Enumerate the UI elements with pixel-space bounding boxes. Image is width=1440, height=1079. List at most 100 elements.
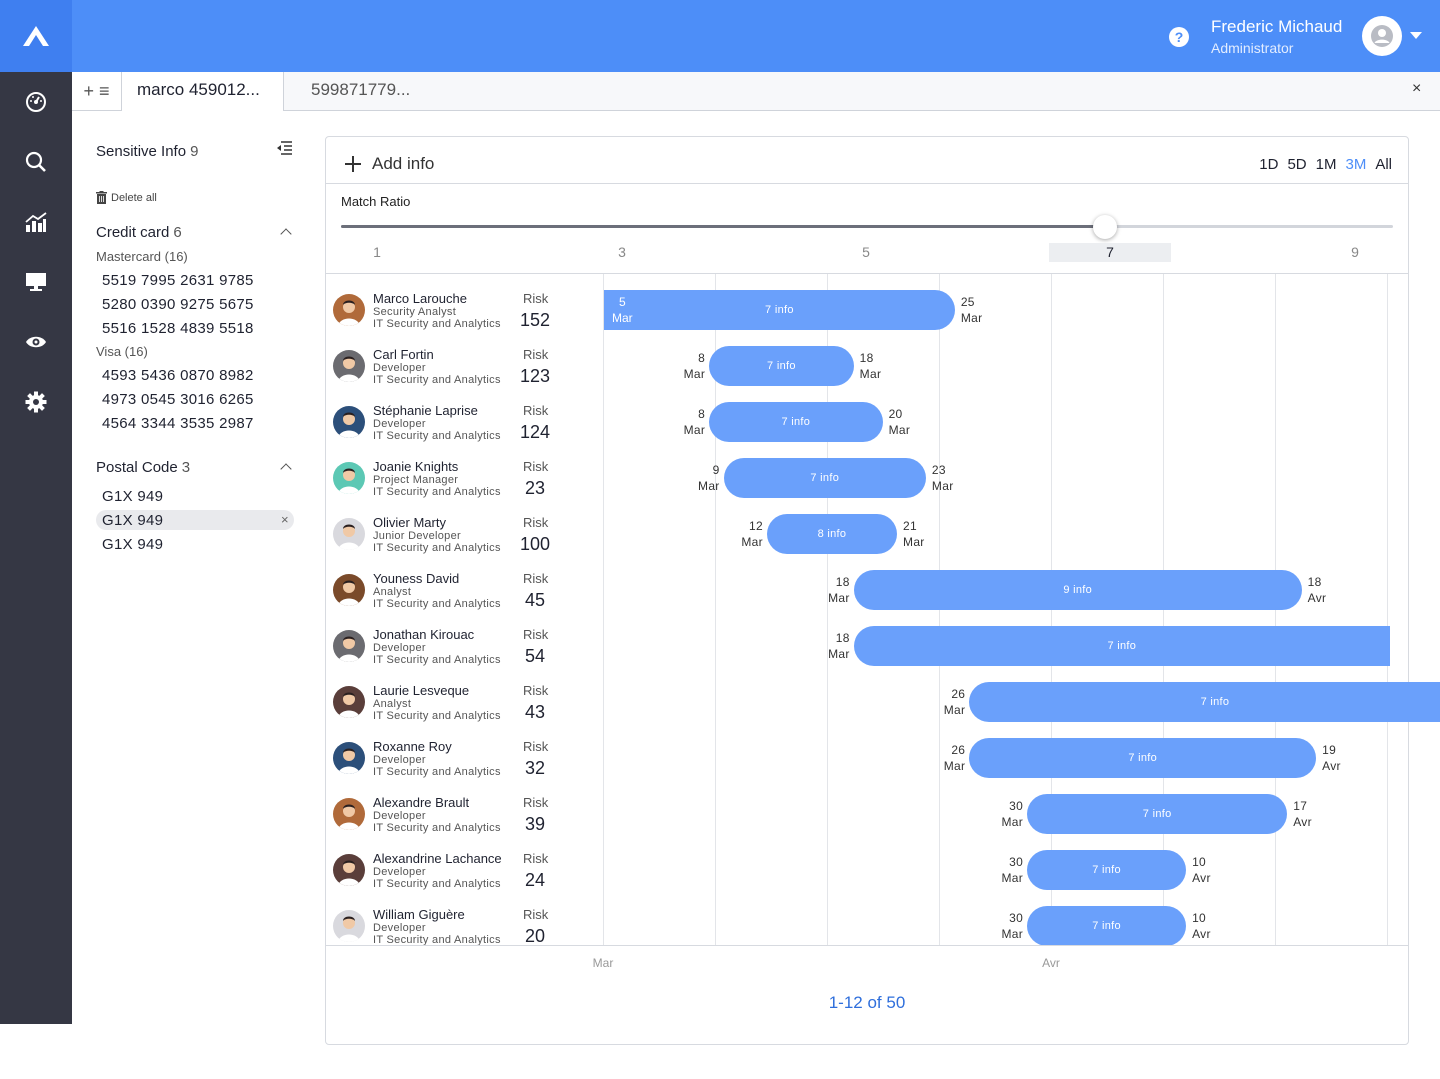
postal-code-item-selected[interactable]	[96, 510, 294, 530]
timeline-bar[interactable]: 7 info	[1027, 794, 1288, 834]
person-name[interactable]: Jonathan Kirouac	[373, 627, 475, 642]
person-role: Developer	[373, 642, 426, 654]
match-ratio-slider[interactable]	[341, 225, 1393, 228]
table-row[interactable]: Alexandre Brault Developer IT Security and…	[326, 786, 606, 842]
delete-all-button[interactable]: Delete all	[96, 191, 157, 204]
monitor-icon[interactable]	[24, 270, 48, 294]
slider-tick[interactable]: 5	[862, 244, 870, 260]
tab-599871779[interactable]: 599871779...	[311, 80, 411, 99]
range-1m[interactable]: 1M	[1315, 156, 1337, 173]
remove-icon[interactable]: ×	[281, 512, 289, 527]
person-name[interactable]: Roxanne Roy	[373, 739, 452, 754]
table-row[interactable]: William Giguère Developer IT Security and …	[326, 898, 606, 954]
person-name[interactable]: Youness David	[373, 571, 460, 586]
table-row[interactable]: Joanie Knights Project Manager IT Security…	[326, 450, 606, 506]
dashboard-icon[interactable]	[24, 90, 48, 114]
user-menu-chevron-down-icon[interactable]	[1410, 32, 1422, 39]
person-name[interactable]: Stéphanie Laprise	[373, 403, 478, 418]
timeline-bar[interactable]: 7 info	[969, 738, 1317, 778]
eye-icon[interactable]	[24, 330, 48, 354]
timeline-bar[interactable]: 7 info	[604, 290, 955, 330]
range-3m[interactable]: 3M	[1345, 156, 1367, 173]
postal-code-item[interactable]: G1X 949	[102, 488, 164, 505]
postal-code-item[interactable]: G1X 949	[102, 536, 164, 553]
person-name[interactable]: Olivier Marty	[373, 515, 446, 530]
add-info-button[interactable]: Add info	[344, 154, 434, 174]
person-department: IT Security and Analytics	[373, 318, 501, 330]
risk-value: 124	[519, 422, 551, 442]
close-icon[interactable]: ×	[1412, 80, 1422, 97]
table-row[interactable]: Alexandrine Lachance Developer IT Security…	[326, 842, 606, 898]
slider-handle[interactable]	[1093, 215, 1117, 239]
table-row[interactable]: Roxanne Roy Developer IT Security and Anal…	[326, 730, 606, 786]
chevron-up-icon[interactable]	[280, 228, 292, 240]
timeline-bar[interactable]: 7 info	[853, 626, 1390, 666]
gear-icon[interactable]	[24, 390, 48, 414]
collapse-panel-icon[interactable]	[276, 141, 292, 160]
range-5d[interactable]: 5D	[1287, 156, 1307, 173]
mastercard-item[interactable]: 5519 7995 2631 9785	[102, 272, 254, 289]
person-role: Project Manager	[373, 474, 459, 486]
avatar	[333, 742, 365, 774]
table-row[interactable]: Marco Larouche Security Analyst IT Securit…	[326, 282, 606, 338]
range-all[interactable]: All	[1375, 156, 1392, 173]
person-name[interactable]: Laurie Lesveque	[373, 683, 470, 698]
table-row[interactable]: Carl Fortin Developer IT Security and Anal…	[326, 338, 606, 394]
search-icon[interactable]	[24, 150, 48, 174]
range-1d[interactable]: 1D	[1259, 156, 1279, 173]
slider-tick[interactable]: 9	[1351, 244, 1359, 260]
end-month: Avr	[1322, 759, 1341, 773]
pagination[interactable]: 1-12 of 50	[828, 993, 906, 1012]
timeline-bar[interactable]: 7 info	[969, 682, 1440, 722]
chevron-up-icon[interactable]	[280, 463, 292, 475]
timeline-bar[interactable]: 7 info	[709, 402, 883, 442]
person-department: IT Security and Analytics	[373, 654, 501, 666]
timeline-bar[interactable]: 7 info	[723, 458, 926, 498]
slider-tick[interactable]: 3	[618, 244, 626, 260]
app-logo[interactable]	[0, 0, 72, 72]
help-icon[interactable]: ?	[1169, 27, 1189, 47]
end-day: 17	[1293, 799, 1308, 813]
table-row[interactable]: Olivier Marty Junior Developer IT Security…	[326, 506, 606, 562]
table-row[interactable]: Jonathan Kirouac Developer IT Security and…	[326, 618, 606, 674]
tab-marco[interactable]: marco 459012...	[122, 72, 284, 111]
risk-label: Risk	[523, 907, 549, 922]
sidebar	[0, 72, 72, 1024]
person-name[interactable]: Alexandre Brault	[373, 795, 470, 810]
slider-tick[interactable]: 7	[1106, 244, 1114, 260]
person-name[interactable]: Alexandrine Lachance	[373, 851, 502, 866]
end-day: 25	[960, 295, 975, 309]
table-row[interactable]: Laurie Lesveque Analyst IT Security and An…	[326, 674, 606, 730]
table-row[interactable]: Youness David Analyst IT Security and Anal…	[326, 562, 606, 618]
risk-value: 152	[519, 310, 551, 330]
avatar	[333, 686, 365, 718]
visa-item[interactable]: 4593 5436 0870 8982	[102, 367, 254, 384]
slider-fill	[341, 225, 1105, 228]
timeline-bar[interactable]: 7 info	[709, 346, 854, 386]
visa-item[interactable]: 4564 3344 3535 2987	[102, 415, 254, 432]
timeline-bar[interactable]: 9 info	[853, 570, 1302, 610]
person-name[interactable]: Joanie Knights	[373, 459, 459, 474]
timeline-bar[interactable]: 7 info	[1027, 850, 1187, 890]
slider-tick[interactable]: 1	[373, 244, 381, 260]
new-tab-button[interactable]: + ≡	[72, 72, 122, 110]
postal-code-item[interactable]: G1X 949	[102, 512, 164, 529]
postal-code-section-title[interactable]: Postal Code 3	[96, 459, 190, 476]
credit-card-section-title[interactable]: Credit card 6	[96, 224, 182, 241]
analytics-icon[interactable]	[24, 210, 48, 234]
person-name[interactable]: Marco Larouche	[373, 291, 467, 306]
table-row[interactable]: Stéphanie Laprise Developer IT Security an…	[326, 394, 606, 450]
mastercard-item[interactable]: 5516 1528 4839 5518	[102, 320, 254, 337]
person-name[interactable]: Carl Fortin	[373, 347, 434, 362]
end-month: Mar	[888, 423, 911, 437]
person-name[interactable]: William Giguère	[373, 907, 465, 922]
timeline-bar[interactable]: 8 info	[766, 514, 898, 554]
user-avatar[interactable]	[1362, 16, 1402, 56]
start-month: Mar	[741, 535, 763, 549]
mastercard-item[interactable]: 5280 0390 9275 5675	[102, 296, 254, 313]
timeline-bar[interactable]: 7 info	[1027, 906, 1187, 946]
start-day: 26	[951, 743, 966, 757]
person-department: IT Security and Analytics	[373, 934, 501, 946]
visa-item[interactable]: 4973 0545 3016 6265	[102, 391, 254, 408]
tabs-bar: + ≡ marco 459012... 599871779... ×	[72, 72, 1440, 111]
